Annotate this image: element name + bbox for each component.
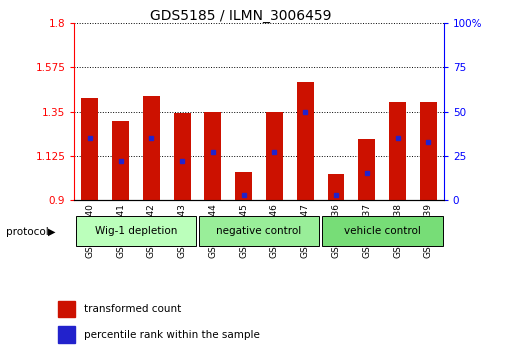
Bar	[420, 102, 437, 200]
Bar	[266, 112, 283, 200]
Text: transformed count: transformed count	[84, 304, 181, 314]
Text: Wig-1 depletion: Wig-1 depletion	[95, 226, 177, 236]
Text: vehicle control: vehicle control	[344, 226, 421, 236]
Bar	[327, 175, 344, 200]
Text: GDS5185 / ILMN_3006459: GDS5185 / ILMN_3006459	[150, 9, 332, 23]
FancyBboxPatch shape	[75, 216, 196, 246]
Bar	[235, 172, 252, 200]
Bar	[173, 114, 190, 200]
FancyBboxPatch shape	[199, 216, 320, 246]
Text: percentile rank within the sample: percentile rank within the sample	[84, 330, 260, 340]
Bar	[81, 98, 98, 200]
FancyBboxPatch shape	[322, 216, 443, 246]
Text: negative control: negative control	[216, 226, 302, 236]
Text: ▶: ▶	[48, 227, 55, 237]
Bar	[389, 102, 406, 200]
Bar	[204, 112, 222, 200]
Text: protocol: protocol	[6, 227, 49, 237]
Bar	[58, 326, 75, 343]
Bar	[58, 301, 75, 317]
Bar	[358, 139, 375, 200]
Bar	[143, 96, 160, 200]
Bar	[112, 121, 129, 200]
Bar	[297, 82, 313, 200]
